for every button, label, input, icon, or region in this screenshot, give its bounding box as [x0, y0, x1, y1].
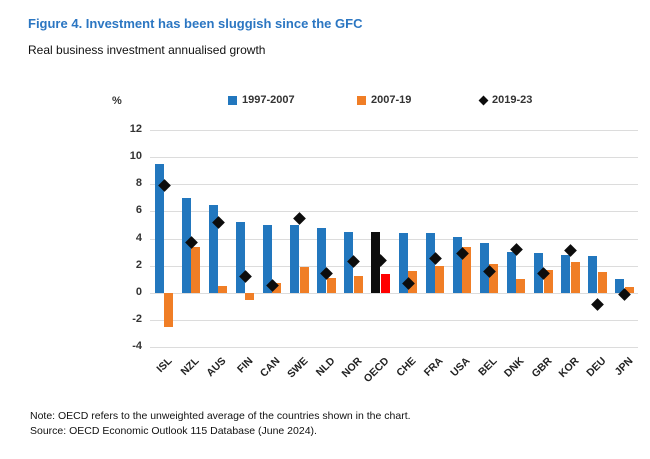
bar-1997-2007-KOR	[561, 254, 571, 293]
gridline-y-4	[150, 238, 638, 240]
bar-2007-19-GBR	[543, 269, 553, 293]
gridline-y--4	[150, 347, 638, 348]
bar-2007-19-AUS	[218, 285, 228, 293]
bar-2007-19-JPN	[624, 287, 634, 293]
bar-2007-19-BEL	[489, 264, 499, 293]
y-tick-label-6: 6	[135, 204, 142, 217]
gridline-y-6	[150, 211, 638, 213]
y-tick-label-4: 4	[135, 231, 142, 244]
bar-1997-2007-DNK	[506, 252, 516, 293]
y-tick-label-12: 12	[129, 123, 142, 135]
source-text: Source: OECD Economic Outlook 115 Databa…	[30, 425, 317, 437]
y-tick-label-0: 0	[135, 285, 142, 298]
bar-2007-19-ISL	[164, 292, 173, 327]
diamond-2019-23-SWE	[293, 211, 306, 225]
gridline-y-8	[150, 184, 638, 186]
bar-1997-2007-ISL	[154, 163, 164, 293]
bar-2007-19-USA	[462, 246, 472, 293]
bar-2007-19-NLD	[326, 277, 336, 293]
legend-item-2007-19: 2007-19	[357, 94, 411, 106]
bar-1997-2007-SWE	[290, 224, 300, 293]
legend-item-2019-23: 2019-23	[478, 94, 533, 106]
legend-swatch-blue-icon	[228, 95, 237, 105]
bar-2007-19-CAN	[272, 283, 282, 293]
bar-2007-19-NOR	[353, 276, 363, 293]
legend-diamond-icon	[478, 95, 489, 105]
bar-2007-19-DEU	[597, 272, 607, 293]
chart-legend: 1997-2007 2007-19 2019-23	[0, 94, 650, 110]
bar-1997-2007-NZL	[181, 197, 191, 293]
legend-label: 2007-19	[371, 94, 412, 106]
bar-1997-2007-FIN	[235, 222, 245, 293]
y-tick-label--2: -2	[132, 312, 142, 325]
gridline-y-2	[150, 265, 638, 267]
bar-1997-2007-NLD	[317, 227, 327, 293]
legend-item-1997-2007: 1997-2007	[228, 94, 295, 106]
plot-area: 12 10 8 6 4 2 0 -2 -4 ISL NZL AUS FIN CAN SWE NLD NOR OEC…	[130, 123, 638, 385]
bar-1997-2007-DEU	[588, 256, 598, 293]
y-axis-unit-label: %	[112, 95, 122, 107]
bar-2007-19-DNK	[516, 279, 526, 293]
bar-1997-2007-CHE	[398, 233, 408, 293]
legend-label: 1997-2007	[242, 94, 295, 106]
figure-subtitle: Real business investment annualised grow…	[28, 43, 266, 57]
bar-2007-19-KOR	[570, 261, 580, 293]
bar-2007-19-NZL	[191, 246, 201, 293]
note-text: Note: OECD refers to the unweighted aver…	[30, 410, 411, 422]
bar-1997-2007-JPN	[615, 279, 625, 293]
bar-1997-2007-FRA	[425, 233, 435, 293]
gridline-y--2	[150, 319, 638, 321]
figure-title: Figure 4. Investment has been sluggish s…	[28, 16, 363, 31]
legend-swatch-orange-icon	[357, 95, 366, 105]
bar-2007-19-FRA	[435, 265, 445, 293]
bar-2007-19-FIN	[245, 292, 255, 300]
bar-1997-2007-USA	[452, 237, 462, 293]
diamond-2019-23-DEU	[591, 298, 605, 312]
bar-2007-19-OECD	[380, 273, 390, 293]
gridline-y-0	[150, 292, 638, 294]
legend-label: 2019-23	[492, 94, 533, 106]
y-tick-label-10: 10	[129, 150, 142, 163]
bar-1997-2007-AUS	[208, 204, 218, 293]
gridline-y-10	[150, 157, 638, 159]
bar-1997-2007-BEL	[479, 242, 489, 293]
y-tick-label-2: 2	[135, 258, 142, 271]
y-tick-label-8: 8	[135, 177, 142, 190]
gridline-y-12	[150, 130, 638, 131]
y-tick-label--4: -4	[132, 340, 142, 352]
bar-1997-2007-CAN	[262, 224, 272, 293]
bar-2007-19-SWE	[299, 266, 309, 293]
